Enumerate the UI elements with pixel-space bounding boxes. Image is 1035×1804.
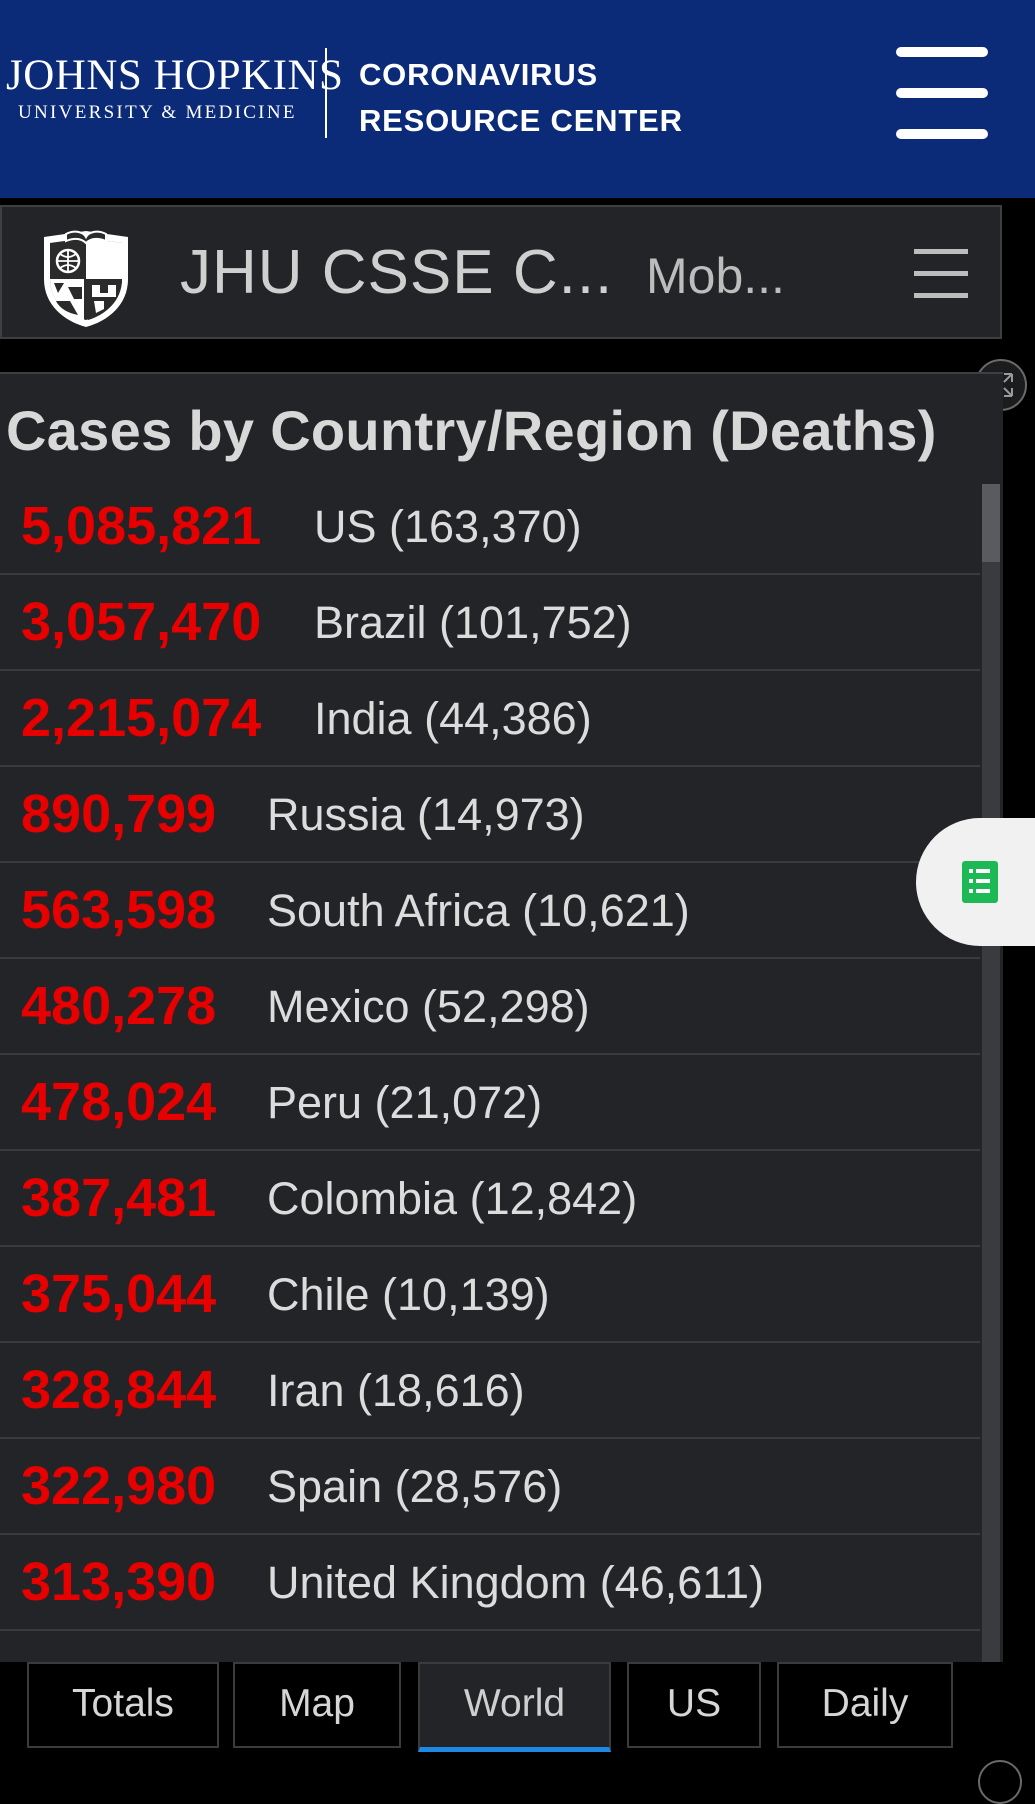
list-scrollbar[interactable] (982, 484, 1000, 1664)
panel-title: Cases by Country/Region (Deaths) (6, 399, 937, 462)
tab-map[interactable]: Map (233, 1662, 401, 1748)
country-deaths: Russia (14,973) (267, 789, 585, 840)
site-menu-hamburger-icon[interactable] (896, 47, 988, 139)
tab-daily[interactable]: Daily (777, 1662, 953, 1748)
case-count: 313,390 (21, 1552, 217, 1612)
country-list[interactable]: 5,085,821 US (163,370) 3,057,470 Brazil … (0, 479, 980, 1664)
bottom-tab-bar: Totals Map World US Daily (0, 1662, 1035, 1777)
list-item[interactable]: 387,481 Colombia (12,842) (0, 1151, 980, 1247)
country-deaths: India (44,386) (314, 693, 592, 744)
cases-by-country-panel: Cases by Country/Region (Deaths) 5,085,8… (0, 372, 1003, 1664)
jhu-shield-icon (44, 230, 128, 327)
dashboard-header: JHU CSSE C... Mob... (0, 205, 1002, 339)
list-item[interactable]: 890,799 Russia (14,973) (0, 767, 980, 863)
jhu-logo-name: JOHNS HOPKINS (6, 52, 344, 99)
case-count: 480,278 (21, 976, 217, 1036)
country-deaths: United Kingdom (46,611) (267, 1557, 764, 1608)
country-deaths: US (163,370) (314, 501, 582, 552)
dashboard-title[interactable]: JHU CSSE C... (180, 238, 614, 307)
list-item[interactable]: 375,044 Chile (10,139) (0, 1247, 980, 1343)
list-item[interactable]: 5,085,821 US (163,370) (0, 479, 980, 575)
list-item[interactable]: 313,390 United Kingdom (46,611) (0, 1535, 980, 1631)
case-count: 478,024 (21, 1072, 217, 1132)
site-header: JOHNS HOPKINS UNIVERSITY & MEDICINE CORO… (0, 0, 1035, 198)
jhu-logo-sub: UNIVERSITY & MEDICINE (18, 102, 297, 123)
tab-totals[interactable]: Totals (27, 1662, 219, 1748)
country-deaths: Mexico (52,298) (267, 981, 590, 1032)
case-count: 5,085,821 (21, 496, 262, 556)
corner-control-icon[interactable] (978, 1760, 1022, 1804)
case-count: 563,598 (21, 880, 217, 940)
country-deaths: Spain (28,576) (267, 1461, 563, 1512)
case-count: 890,799 (21, 784, 217, 844)
case-count: 328,844 (21, 1360, 217, 1420)
list-item[interactable]: 563,598 South Africa (10,621) (0, 863, 980, 959)
country-deaths: Colombia (12,842) (267, 1173, 638, 1224)
resource-center-line2: RESOURCE CENTER (359, 103, 683, 138)
header-divider (325, 48, 327, 138)
list-item[interactable]: 2,215,074 India (44,386) (0, 671, 980, 767)
country-deaths: South Africa (10,621) (267, 885, 690, 936)
case-count: 3,057,470 (21, 592, 262, 652)
country-deaths: Chile (10,139) (267, 1269, 550, 1320)
country-deaths: Brazil (101,752) (314, 597, 632, 648)
resource-center-title[interactable]: CORONAVIRUS RESOURCE CENTER (359, 52, 683, 144)
tab-world[interactable]: World (418, 1662, 611, 1752)
list-item[interactable]: 478,024 Peru (21,072) (0, 1055, 980, 1151)
document-icon (962, 861, 998, 903)
case-count: 375,044 (21, 1264, 217, 1324)
list-item[interactable]: 3,057,470 Brazil (101,752) (0, 575, 980, 671)
case-count: 387,481 (21, 1168, 217, 1228)
tab-us[interactable]: US (627, 1662, 761, 1748)
list-item[interactable]: 480,278 Mexico (52,298) (0, 959, 980, 1055)
country-deaths: Peru (21,072) (267, 1077, 543, 1128)
side-panel-tab[interactable] (916, 818, 1035, 946)
country-deaths: Iran (18,616) (267, 1365, 525, 1416)
jhu-logo[interactable]: JOHNS HOPKINS UNIVERSITY & MEDICINE (6, 52, 343, 124)
list-item[interactable]: 328,844 Iran (18,616) (0, 1343, 980, 1439)
dashboard-menu-hamburger-icon[interactable] (914, 249, 968, 299)
case-count: 2,215,074 (21, 688, 262, 748)
list-item[interactable]: 322,980 Spain (28,576) (0, 1439, 980, 1535)
resource-center-line1: CORONAVIRUS (359, 57, 599, 92)
scrollbar-thumb[interactable] (982, 484, 1000, 562)
mobile-version-link[interactable]: Mob... (646, 248, 785, 304)
case-count: 322,980 (21, 1456, 217, 1516)
